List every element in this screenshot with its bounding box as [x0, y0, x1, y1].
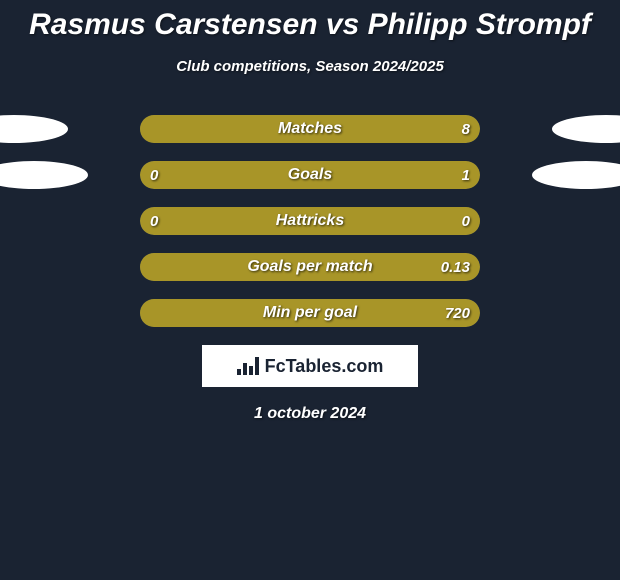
player-b-oval — [532, 161, 620, 189]
bar-fill-right — [140, 115, 480, 143]
page-title: Rasmus Carstensen vs Philipp Strompf — [0, 0, 620, 42]
stat-row: 00Hattricks — [0, 207, 620, 235]
stat-row: 8Matches — [0, 115, 620, 143]
bar-fill-left — [140, 207, 480, 235]
player-a-oval — [0, 161, 88, 189]
stat-value-right: 1 — [462, 161, 470, 189]
stat-row: 0.13Goals per match — [0, 253, 620, 281]
bar-fill-right — [201, 161, 480, 189]
stat-bar: 00Hattricks — [140, 207, 480, 235]
date-text: 1 october 2024 — [0, 405, 620, 423]
player-a-oval — [0, 115, 68, 143]
stat-value-right: 0 — [462, 207, 470, 235]
stat-bar: 720Min per goal — [140, 299, 480, 327]
stat-value-left: 0 — [150, 161, 158, 189]
stat-row: 01Goals — [0, 161, 620, 189]
bar-fill-right — [140, 253, 480, 281]
stat-value-left: 0 — [150, 207, 158, 235]
logo-box: FcTables.com — [202, 345, 418, 387]
stat-rows: 8Matches01Goals00Hattricks0.13Goals per … — [0, 115, 620, 327]
stat-value-right: 8 — [462, 115, 470, 143]
bar-chart-icon — [237, 357, 259, 375]
stat-value-right: 720 — [445, 299, 470, 327]
page-subtitle: Club competitions, Season 2024/2025 — [0, 58, 620, 75]
stat-bar: 01Goals — [140, 161, 480, 189]
stat-value-right: 0.13 — [441, 253, 470, 281]
player-b-oval — [552, 115, 620, 143]
stat-bar: 0.13Goals per match — [140, 253, 480, 281]
stat-bar: 8Matches — [140, 115, 480, 143]
logo-text: FcTables.com — [265, 356, 384, 377]
stat-row: 720Min per goal — [0, 299, 620, 327]
bar-fill-right — [140, 299, 480, 327]
